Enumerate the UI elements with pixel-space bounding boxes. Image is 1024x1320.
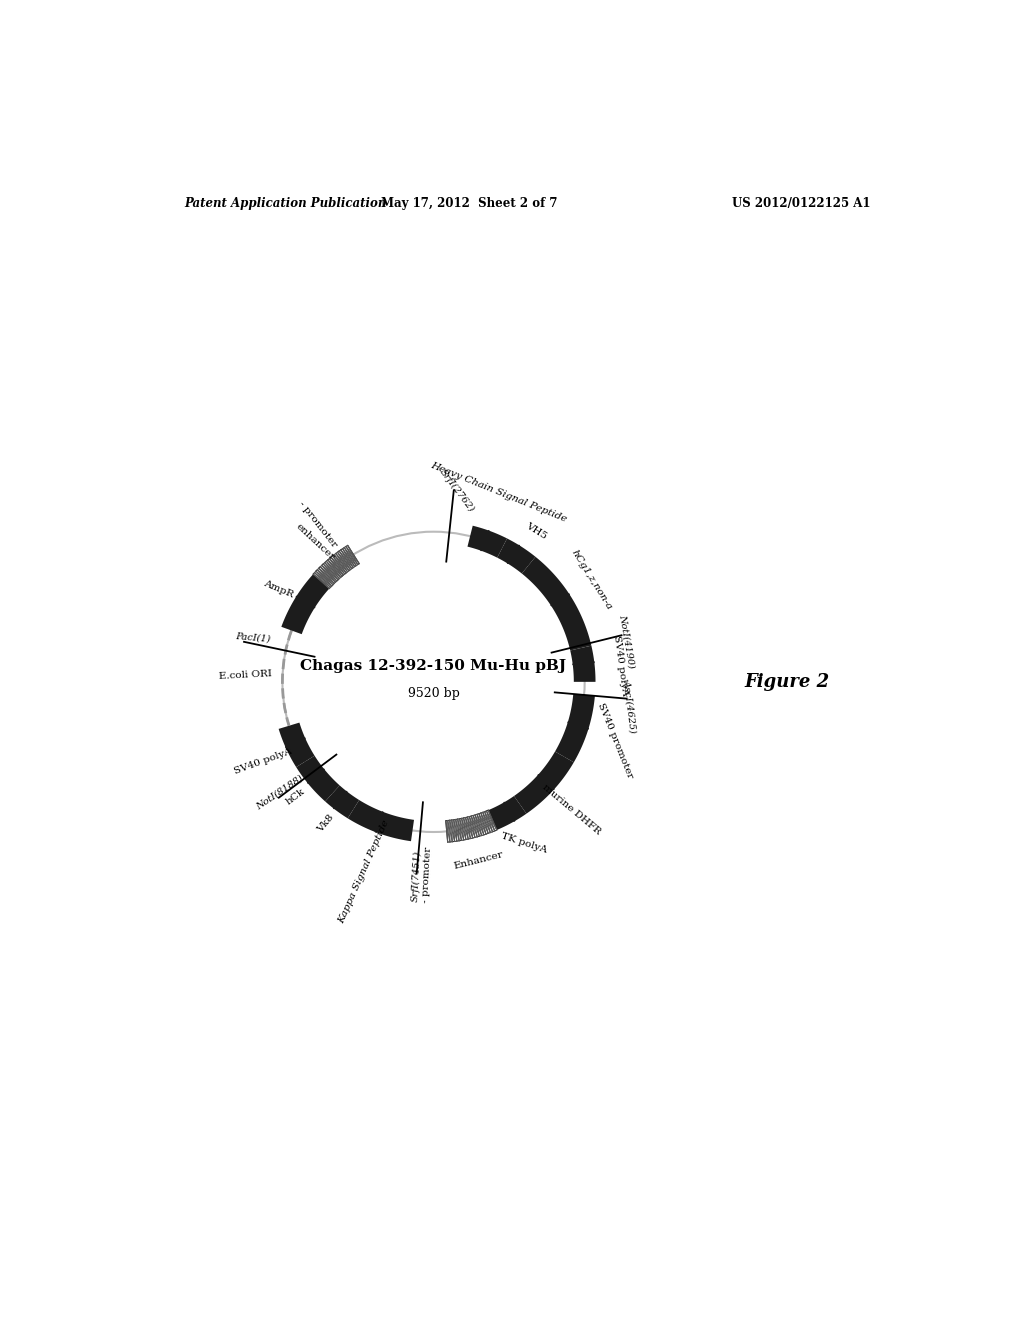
Polygon shape	[313, 545, 359, 589]
Polygon shape	[286, 738, 305, 755]
Polygon shape	[551, 594, 569, 611]
Text: murine DHFR: murine DHFR	[541, 783, 602, 837]
Text: NotI(4190): NotI(4190)	[617, 614, 636, 669]
Polygon shape	[480, 531, 498, 550]
Polygon shape	[375, 812, 392, 832]
Text: SrfI(7451): SrfI(7451)	[411, 850, 422, 902]
Polygon shape	[555, 694, 595, 763]
Polygon shape	[507, 545, 525, 564]
Text: 9520 bp: 9520 bp	[408, 686, 460, 700]
Polygon shape	[570, 645, 596, 682]
Polygon shape	[498, 803, 515, 821]
Text: E.coli ORI: E.coli ORI	[218, 669, 272, 681]
Polygon shape	[296, 756, 340, 801]
Text: US 2012/0122125 A1: US 2012/0122125 A1	[732, 197, 871, 210]
Text: Chagas 12-392-150 Mu-Hu pBJ: Chagas 12-392-150 Mu-Hu pBJ	[300, 660, 566, 673]
Polygon shape	[282, 574, 330, 634]
Text: AscI(4625): AscI(4625)	[622, 678, 637, 733]
Text: Enhancer: Enhancer	[453, 850, 504, 871]
Text: hCk: hCk	[284, 787, 306, 807]
Polygon shape	[498, 539, 536, 573]
Text: Kappa Signal Peptide: Kappa Signal Peptide	[337, 818, 391, 925]
Polygon shape	[445, 810, 497, 842]
Text: SV40 promoter: SV40 promoter	[596, 702, 635, 780]
Text: - promoter: - promoter	[421, 846, 433, 903]
Text: Heavy Chain Signal Peptide: Heavy Chain Signal Peptide	[430, 461, 568, 524]
Text: AmpR: AmpR	[262, 579, 295, 599]
Polygon shape	[468, 525, 507, 557]
Text: Vk8: Vk8	[315, 813, 336, 834]
Polygon shape	[296, 597, 315, 614]
Text: Patent Application Publication: Patent Application Publication	[183, 197, 386, 210]
Text: VH5: VH5	[524, 520, 549, 540]
Text: TK polyA: TK polyA	[500, 832, 548, 855]
Text: NotI(8188): NotI(8188)	[255, 774, 305, 812]
Polygon shape	[348, 800, 414, 841]
Polygon shape	[514, 751, 573, 813]
Text: - promoter: - promoter	[297, 499, 339, 549]
Polygon shape	[307, 770, 325, 787]
Polygon shape	[334, 791, 351, 808]
Polygon shape	[279, 722, 314, 767]
Polygon shape	[326, 785, 359, 818]
Text: hCg1,z,non-a: hCg1,z,non-a	[569, 548, 613, 611]
Text: Figure 2: Figure 2	[744, 673, 829, 690]
Polygon shape	[522, 557, 591, 651]
Polygon shape	[488, 796, 526, 830]
Text: SrfI(2762): SrfI(2762)	[438, 467, 476, 513]
Text: SV40 polyA: SV40 polyA	[612, 635, 630, 697]
Text: SV40 polyA: SV40 polyA	[232, 746, 293, 776]
Text: PacI(1): PacI(1)	[236, 631, 271, 643]
Polygon shape	[568, 722, 589, 738]
Polygon shape	[572, 661, 594, 677]
Polygon shape	[537, 775, 554, 792]
Text: May 17, 2012  Sheet 2 of 7: May 17, 2012 Sheet 2 of 7	[381, 197, 557, 210]
Text: enhancer: enhancer	[294, 521, 337, 562]
